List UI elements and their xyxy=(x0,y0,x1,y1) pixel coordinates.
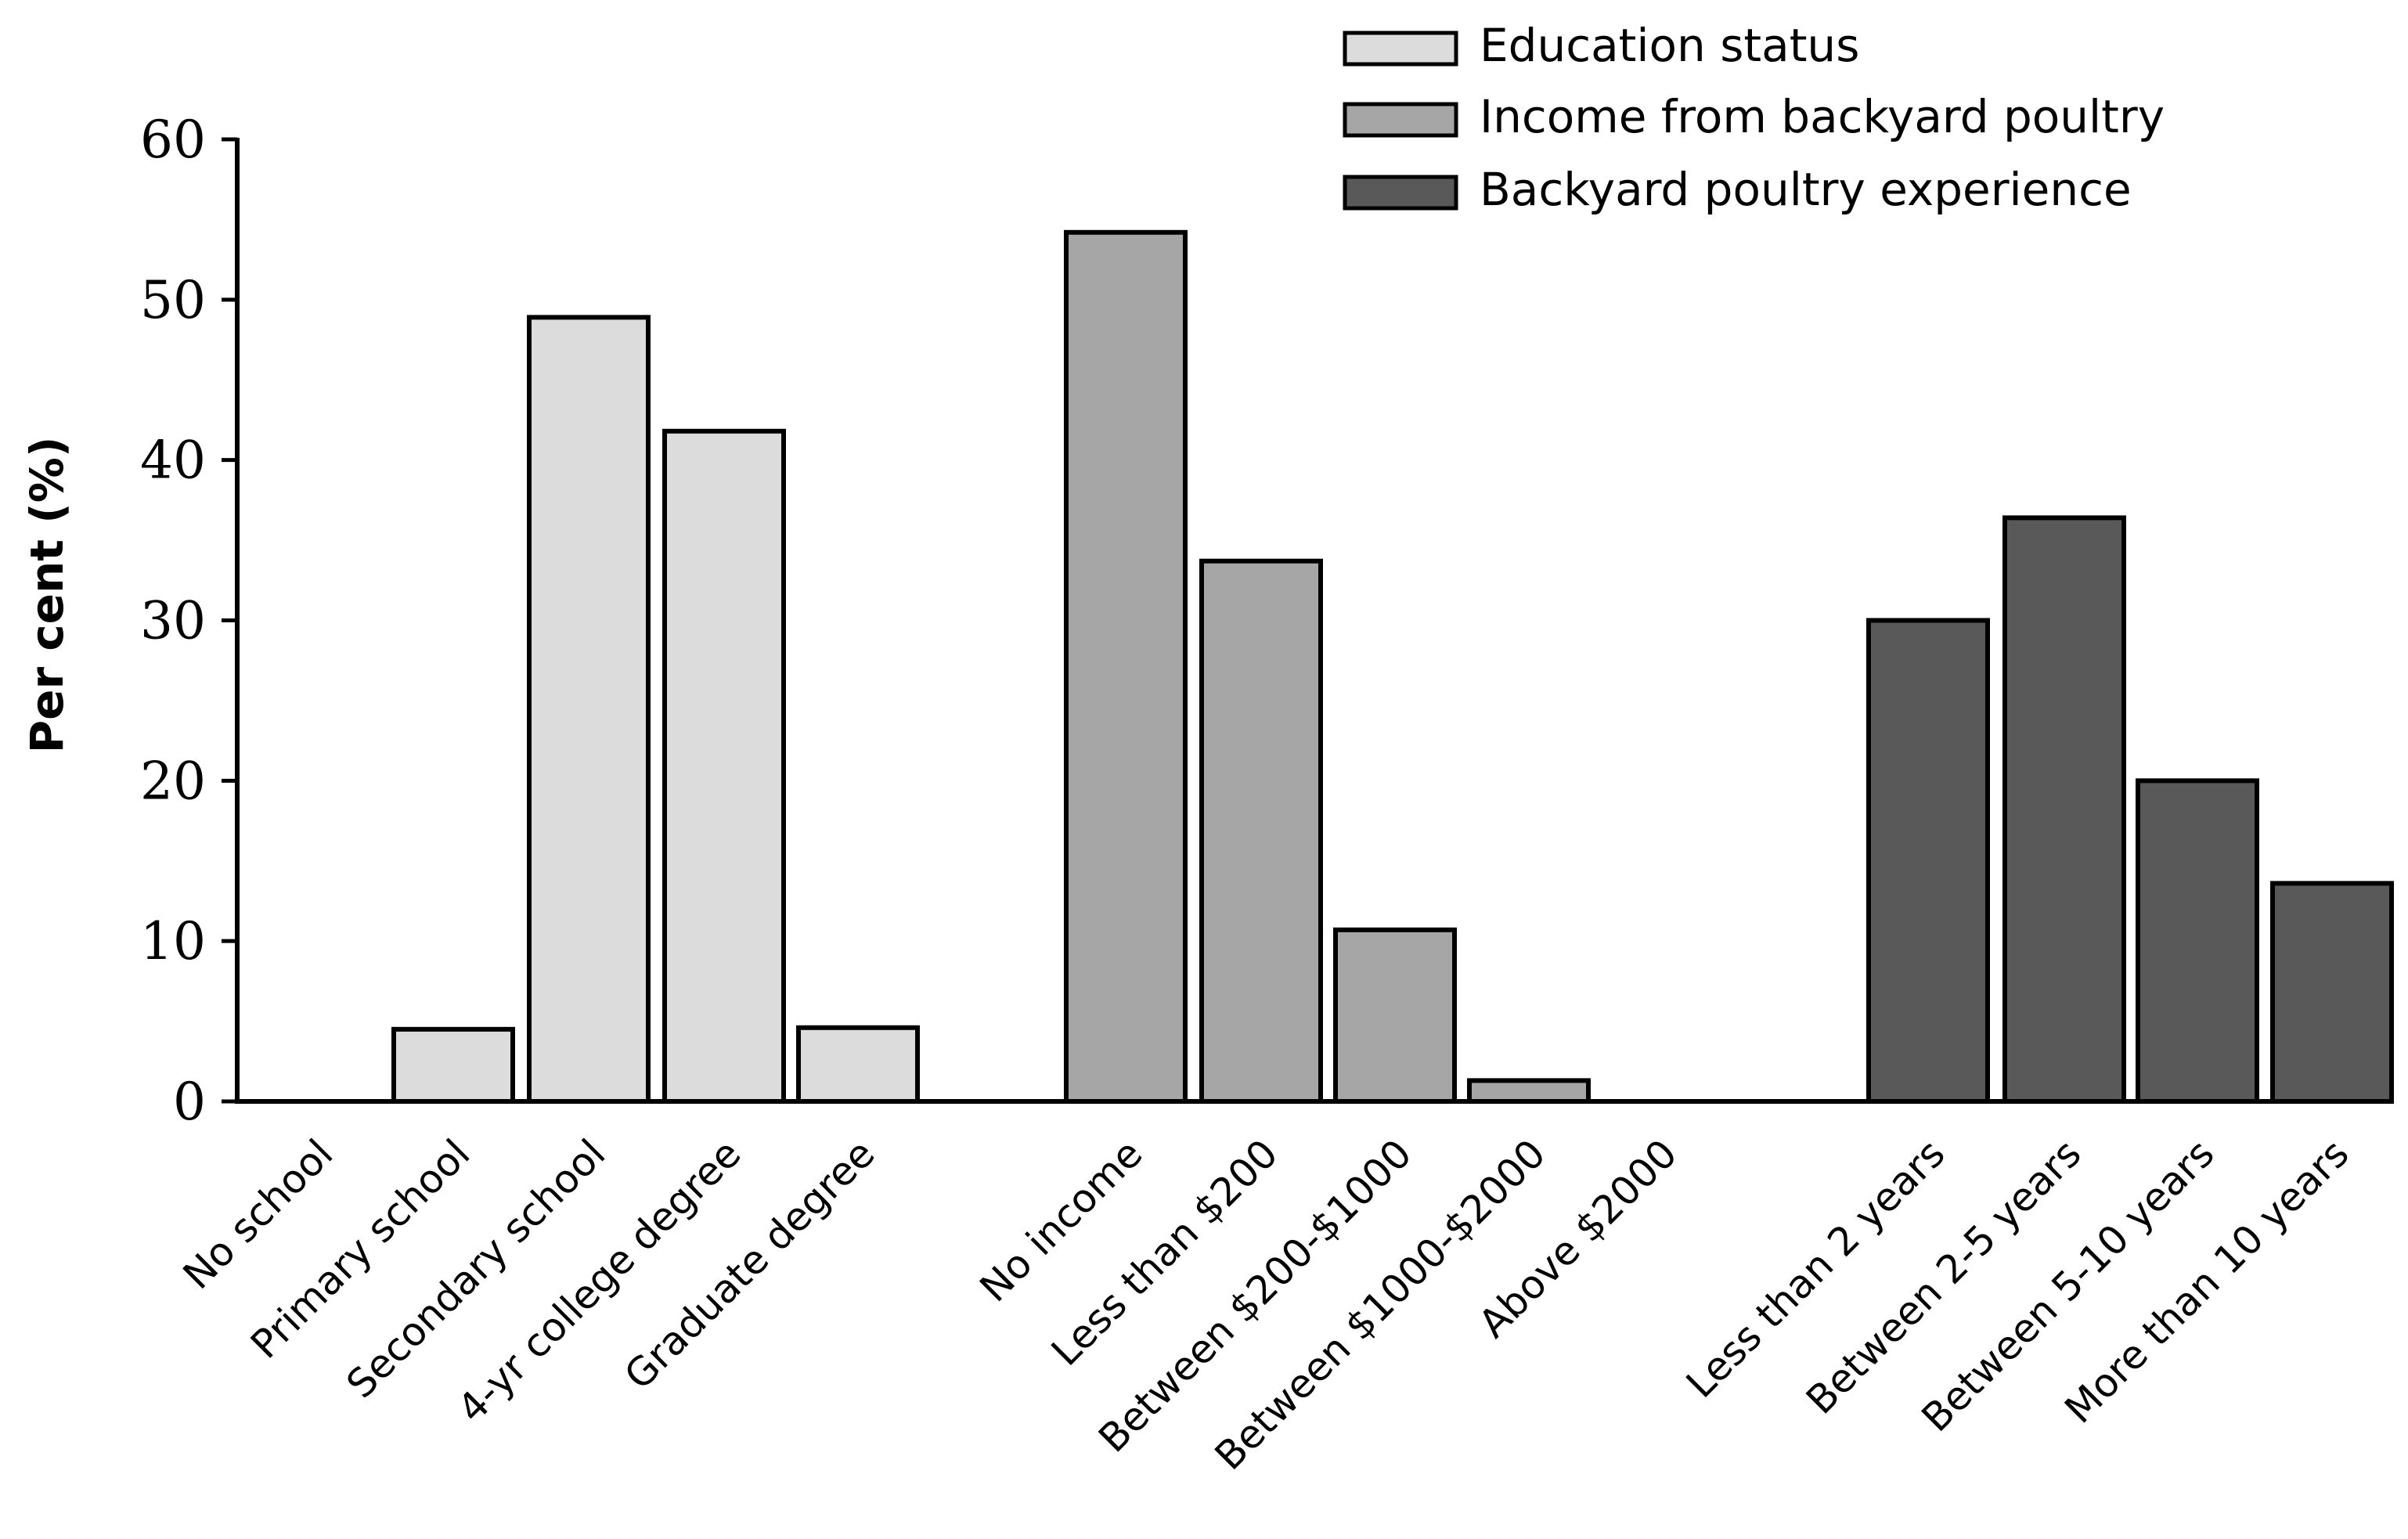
x-tick-label: Graduate degree xyxy=(616,1130,884,1398)
legend-swatch xyxy=(1343,31,1458,67)
bar xyxy=(2002,515,2126,1104)
legend-label: Education status xyxy=(1480,19,1859,72)
x-tick-label: Less than 2 years xyxy=(1678,1130,1954,1407)
y-tick-label: 0 xyxy=(173,1072,206,1132)
bar xyxy=(1467,1078,1591,1105)
bar xyxy=(2136,778,2259,1104)
legend-label: Income from backyard poultry xyxy=(1480,90,2165,143)
bar xyxy=(1333,927,1457,1105)
y-axis-title: Per cent (%) xyxy=(20,437,74,754)
y-tick-label: 30 xyxy=(140,591,206,651)
bar xyxy=(2270,881,2394,1104)
y-axis-title-group: Per cent (%) xyxy=(20,437,74,754)
bar xyxy=(1064,229,1188,1104)
bar xyxy=(796,1025,920,1104)
x-tick-label: Less than $200 xyxy=(1043,1130,1286,1374)
bars xyxy=(391,229,2394,1105)
y-tick-label: 10 xyxy=(140,911,206,971)
y-tick-label: 40 xyxy=(140,431,206,491)
x-tick-label: Secondary school xyxy=(338,1130,615,1407)
legend-swatch xyxy=(1343,175,1458,211)
y-tick-label: 60 xyxy=(140,110,206,170)
bar xyxy=(391,1026,515,1104)
legend: Education status Income from backyard pou… xyxy=(1343,19,2165,216)
legend-swatch xyxy=(1343,102,1458,138)
bar xyxy=(527,315,651,1104)
legend-label: Backyard poultry experience xyxy=(1480,163,2132,216)
bar xyxy=(1199,558,1323,1104)
y-tick-label: 20 xyxy=(140,751,206,811)
y-tick-label: 50 xyxy=(140,270,206,330)
bar xyxy=(662,428,786,1104)
bar xyxy=(1866,618,1990,1104)
